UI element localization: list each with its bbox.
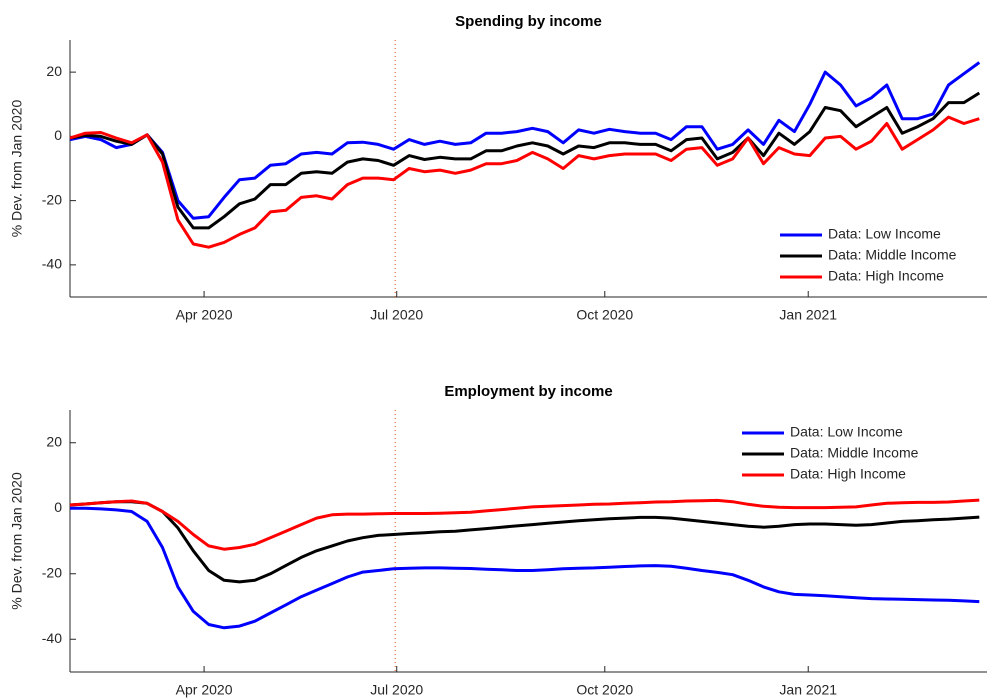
x-tick-label: Jul 2020	[370, 307, 423, 323]
y-tick-label: 20	[46, 433, 62, 449]
chart-title: Employment by income	[444, 383, 612, 400]
y-axis-label: % Dev. from Jan 2020	[9, 100, 25, 238]
legend-label: Data: Middle Income	[828, 247, 957, 263]
legend-label: Data: Low Income	[790, 424, 903, 440]
y-tick-label: 20	[46, 63, 62, 79]
x-tick-label: Apr 2020	[176, 307, 233, 323]
x-tick-label: Oct 2020	[576, 307, 633, 323]
x-tick-label: Apr 2020	[176, 682, 233, 698]
chart-title: Spending by income	[455, 13, 602, 30]
x-tick-label: Jan 2021	[779, 682, 837, 698]
legend-label: Data: Low Income	[828, 226, 941, 242]
y-tick-label: -20	[42, 564, 62, 580]
data-line	[69, 498, 980, 551]
legend-label: Data: Middle Income	[790, 445, 919, 461]
legend-label: Data: High Income	[790, 466, 906, 482]
y-tick-label: -40	[42, 256, 62, 272]
x-tick-label: Oct 2020	[576, 682, 633, 698]
x-tick-label: Jul 2020	[370, 682, 423, 698]
y-tick-label: -20	[42, 191, 62, 207]
data-line	[69, 500, 980, 584]
data-line	[69, 91, 981, 230]
y-tick-label: 0	[54, 499, 62, 515]
y-tick-label: 0	[54, 127, 62, 143]
y-axis-label: % Dev. from Jan 2020	[9, 472, 25, 610]
y-tick-label: -40	[42, 630, 62, 646]
data-line	[69, 115, 980, 249]
data-line	[70, 506, 980, 630]
x-tick-label: Jan 2021	[779, 307, 837, 323]
data-line	[69, 61, 981, 220]
legend-label: Data: High Income	[828, 268, 944, 284]
